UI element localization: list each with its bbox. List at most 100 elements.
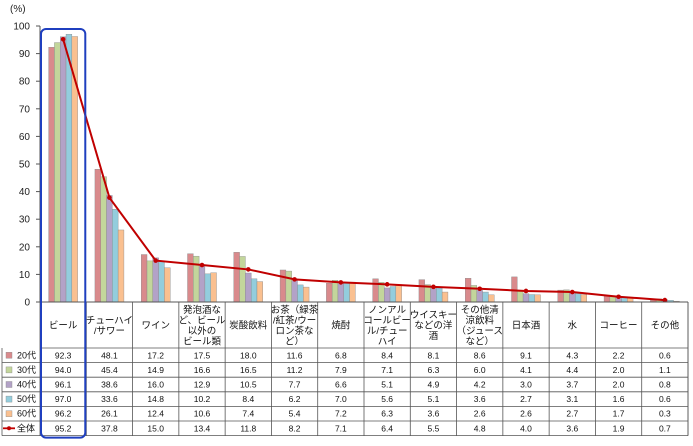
- bar-40代-0: [60, 36, 67, 303]
- legend-label: 全体: [17, 422, 35, 433]
- y-tick-label: 70: [19, 104, 31, 115]
- table-cell-value: 17.2: [147, 350, 164, 360]
- bar-series-group: [48, 34, 680, 303]
- table-cell-value: 4.8: [474, 423, 486, 433]
- legend-label: 30代: [17, 365, 36, 375]
- bar-20代-4: [233, 252, 240, 303]
- table-cell-value: 7.4: [242, 409, 254, 419]
- bar-30代-5: [285, 270, 292, 303]
- table-cell-value: 10.2: [194, 394, 211, 404]
- legend-label: 60代: [17, 409, 36, 419]
- overall-point-2: [153, 258, 159, 263]
- table-cell-value: 10.5: [240, 380, 257, 390]
- y-tick-label: 100: [13, 22, 30, 33]
- table-cell-value: 6.8: [335, 350, 347, 360]
- table-cell-value: 4.1: [520, 365, 532, 375]
- overall-point-12: [616, 294, 621, 300]
- table-cell-value: 7.0: [335, 394, 347, 404]
- bar-50代-0: [65, 34, 73, 303]
- bar-40代-3: [198, 266, 206, 303]
- bar-40代-8: [430, 288, 437, 303]
- table-cell-value: 95.2: [55, 423, 72, 433]
- category-label: ハイ: [378, 336, 397, 347]
- overall-point-0: [60, 36, 66, 42]
- y-tick-label: 0: [24, 298, 30, 309]
- table-cell-value: 11.6: [287, 350, 303, 360]
- y-axis-unit-label: (%): [10, 4, 26, 15]
- category-label: 日本酒: [512, 320, 541, 332]
- table-cell-value: 92.3: [55, 350, 72, 360]
- category-label: ビール: [49, 321, 78, 332]
- bar-50代-8: [436, 287, 443, 303]
- overall-point-1: [107, 195, 112, 200]
- table-cell-value: 45.4: [101, 365, 118, 375]
- table-cell-value: 5.5: [428, 423, 440, 433]
- bar-60代-8: [441, 291, 449, 303]
- table-cell-value: 2.0: [613, 380, 625, 390]
- bar-40代-10: [522, 293, 530, 303]
- bar-30代-3: [193, 255, 200, 303]
- bar-50代-3: [204, 273, 211, 303]
- table-cell-value: 7.1: [335, 423, 347, 433]
- overall-point-10: [523, 288, 529, 294]
- bar-50代-1: [112, 209, 119, 303]
- category-label: ビール類: [183, 336, 222, 347]
- bar-30代-7: [378, 282, 385, 303]
- y-tick-label: 10: [19, 270, 31, 281]
- bar-20代-1: [94, 169, 101, 303]
- table-cell-value: 15.0: [147, 423, 164, 433]
- y-tick-label: 40: [19, 187, 31, 198]
- overall-point-7: [384, 282, 390, 287]
- table-cell-value: 4.4: [566, 365, 578, 375]
- table-cell-value: 4.2: [474, 380, 486, 390]
- category-label: 発泡酒な: [183, 304, 221, 316]
- category-label: お茶（緑茶: [271, 304, 319, 316]
- table-cell-value: 10.6: [194, 409, 211, 419]
- table-cell-value: 9.1: [520, 350, 532, 360]
- table-cell-value: 0.6: [659, 350, 671, 360]
- category-label: ノンアル: [368, 305, 406, 316]
- category-label: /サワー: [94, 326, 125, 337]
- bar-30代-1: [100, 176, 107, 303]
- overall-point-9: [477, 286, 483, 292]
- bar-40代-9: [476, 290, 483, 303]
- table-cell-value: 4.0: [520, 423, 532, 433]
- table-cell-value: 7.2: [335, 409, 347, 419]
- table-cell-value: 2.6: [474, 409, 486, 419]
- overall-line: [62, 38, 665, 302]
- table-cell-value: 3.6: [474, 394, 486, 404]
- table-cell-value: 3.1: [566, 394, 578, 404]
- table-cell-value: 6.6: [335, 380, 347, 390]
- category-label: コーヒー: [600, 321, 638, 332]
- table-cell-value: 2.6: [520, 409, 532, 419]
- bar-50代-6: [343, 282, 350, 303]
- table-cell-value: 6.3: [428, 365, 440, 375]
- table-cell-value: 5.6: [381, 394, 393, 404]
- table-cell-value: 3.0: [520, 380, 532, 390]
- category-label: ワイン: [141, 321, 170, 332]
- table-cell-value: 6.3: [381, 409, 393, 419]
- category-label: 涼飲料: [465, 314, 494, 326]
- table-cell-value: 48.1: [101, 350, 118, 360]
- bar-60代-11: [580, 294, 587, 303]
- table-cell-value: 1.9: [613, 423, 625, 433]
- table-cell-value: 38.6: [101, 380, 118, 390]
- overall-point-8: [431, 284, 436, 290]
- axes: [39, 26, 688, 303]
- bar-30代-6: [331, 280, 339, 303]
- category-label: ウイスキー: [410, 310, 457, 321]
- bar-40代-4: [245, 272, 252, 303]
- table-cell-value: 7.7: [289, 380, 301, 390]
- table-cell-value: 0.8: [659, 380, 671, 390]
- category-label: ど）: [285, 335, 304, 347]
- bar-40代-5: [291, 280, 298, 303]
- category-label: /紅茶/ウー: [273, 314, 316, 326]
- table-cell-value: 3.6: [428, 409, 440, 419]
- table-cell-value: 13.4: [194, 423, 211, 433]
- y-tick-label: 50: [19, 160, 31, 171]
- bar-20代-2: [141, 254, 148, 303]
- table-cell-value: 6.2: [289, 394, 301, 404]
- table-cell-value: 33.6: [101, 394, 118, 404]
- y-tick-label: 90: [19, 49, 31, 60]
- bar-50代-9: [482, 291, 489, 303]
